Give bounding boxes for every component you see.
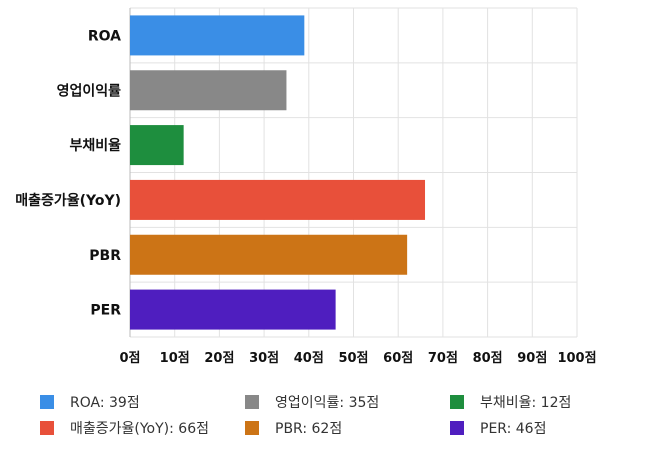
x-tick-label: 20점	[204, 351, 234, 366]
category-label: ROA	[88, 28, 121, 44]
x-tick-label: 70점	[428, 351, 458, 366]
bar	[130, 289, 336, 330]
legend-label: 부채비율: 12점	[480, 395, 572, 411]
category-label: PBR	[89, 248, 121, 264]
legend-swatch	[450, 395, 464, 409]
category-label: 부채비율	[69, 137, 121, 154]
legend-label: 영업이익률: 35점	[275, 395, 380, 411]
legend: ROA: 39점 영업이익률: 35점 부채비율: 12점 매출증가율(YoY)…	[40, 388, 640, 440]
x-tick-label: 60점	[383, 351, 413, 366]
legend-label: 매출증가율(YoY): 66점	[70, 421, 209, 437]
x-tick-label: 50점	[338, 351, 368, 366]
x-tick-label: 80점	[473, 351, 503, 366]
legend-swatch	[245, 395, 259, 409]
legend-swatch	[245, 421, 259, 435]
x-tick-label: 10점	[160, 351, 190, 366]
x-tick-label: 30점	[249, 351, 279, 366]
grid	[129, 7, 578, 338]
bar	[130, 234, 408, 275]
legend-item-roa: ROA: 39점	[40, 392, 140, 412]
legend-swatch	[40, 395, 54, 409]
legend-item-operating-margin: 영업이익률: 35점	[245, 392, 379, 412]
category-label: 영업이익률	[57, 82, 122, 99]
legend-item-pbr: PBR: 62점	[245, 418, 342, 438]
legend-item-per: PER: 46점	[450, 418, 546, 438]
legend-item-sales-growth: 매출증가율(YoY): 66점	[40, 418, 209, 438]
legend-label: PER: 46점	[480, 421, 547, 437]
x-tick-label: 0점	[119, 351, 140, 366]
legend-swatch	[40, 421, 54, 435]
legend-item-debt-ratio: 부채비율: 12점	[450, 392, 571, 412]
x-tick-labels: 0점 10점 20점 30점 40점 50점 60점 70점 80점 90점 100점	[119, 351, 596, 366]
x-tick-label: 100점	[557, 351, 596, 366]
legend-label: ROA: 39점	[70, 395, 140, 411]
legend-label: PBR: 62점	[275, 421, 343, 437]
bar	[130, 125, 184, 166]
bar	[130, 70, 287, 111]
x-tick-label: 40점	[294, 351, 324, 366]
x-tick-label: 90점	[517, 351, 547, 366]
category-label: PER	[90, 303, 121, 319]
legend-swatch	[450, 421, 464, 435]
bar	[130, 15, 305, 56]
category-label: 매출증가율(YoY)	[15, 192, 121, 209]
bar	[130, 179, 426, 220]
bars	[130, 15, 426, 330]
